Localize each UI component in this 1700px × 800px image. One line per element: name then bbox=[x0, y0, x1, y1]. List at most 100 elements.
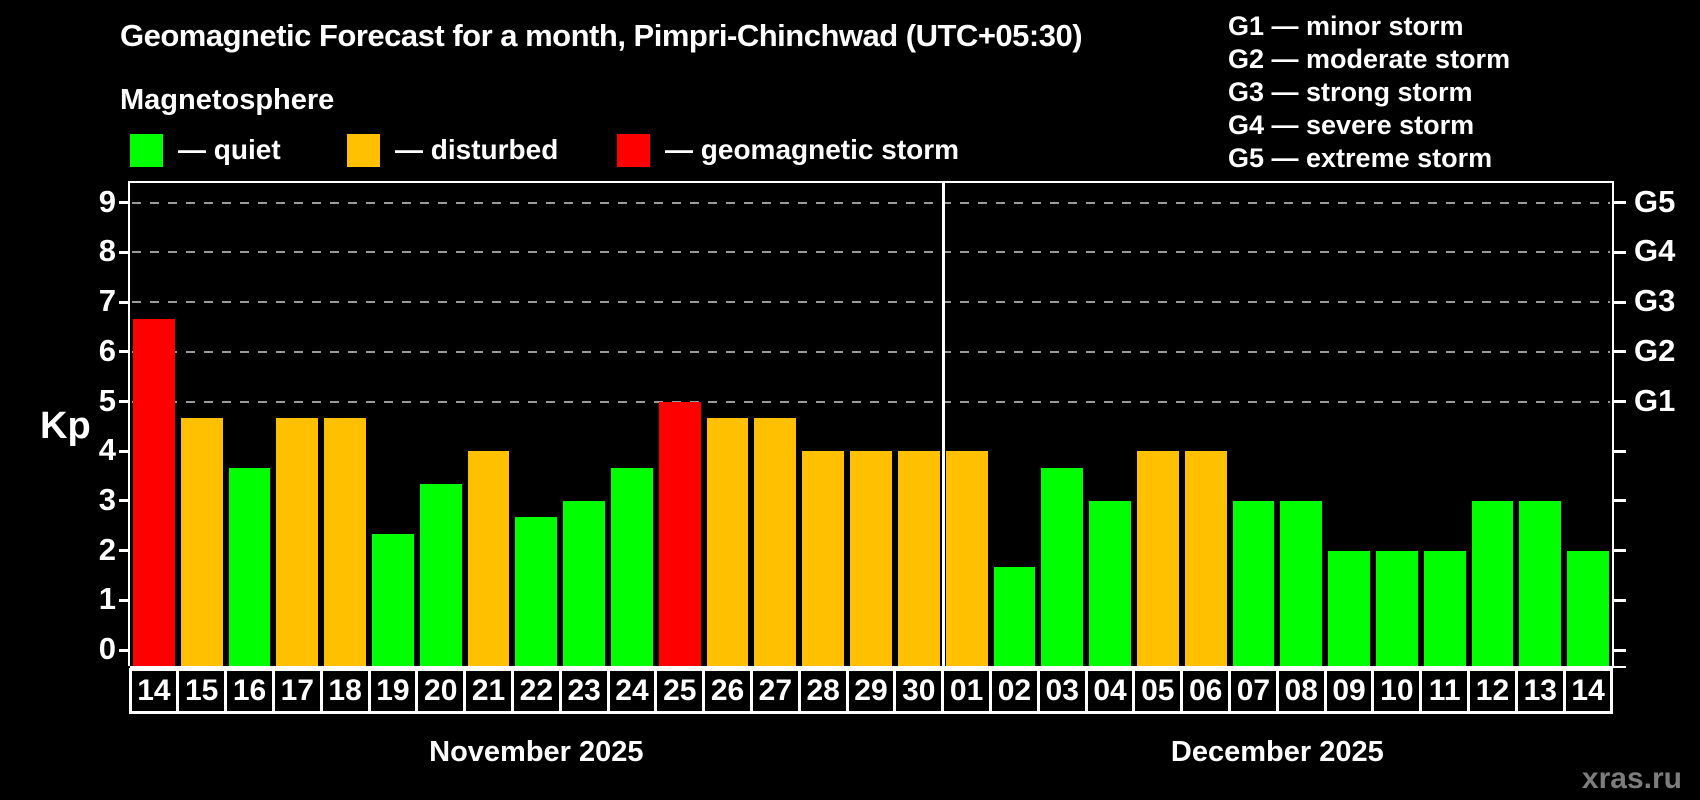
y-tick-label-9: 9 bbox=[98, 183, 116, 219]
day-label-02: 02 bbox=[989, 668, 1040, 714]
right-tick-7 bbox=[1614, 300, 1626, 304]
kp-bar-24 bbox=[611, 467, 653, 668]
day-label-01: 01 bbox=[941, 668, 992, 714]
kp-bar-04 bbox=[1089, 500, 1131, 668]
day-label-14: 14 bbox=[1562, 668, 1614, 714]
right-tick-2 bbox=[1614, 549, 1626, 553]
kp-bar-06 bbox=[1184, 451, 1227, 668]
watermark: xras.ru bbox=[1581, 762, 1682, 795]
legend-swatch-quiet bbox=[130, 134, 163, 167]
g-scale-label-G1: G1 bbox=[1634, 382, 1676, 418]
y-tick-label-7: 7 bbox=[98, 283, 116, 319]
plot-border-left bbox=[128, 181, 130, 666]
day-label-21: 21 bbox=[463, 668, 514, 714]
right-tick-4 bbox=[1614, 449, 1626, 453]
kp-bar-21 bbox=[467, 451, 510, 668]
g-scale-label-G3: G3 bbox=[1634, 283, 1676, 319]
day-label-28: 28 bbox=[797, 668, 849, 714]
right-tick-5 bbox=[1614, 400, 1626, 403]
y-tick-0 bbox=[119, 648, 128, 652]
kp-bar-20 bbox=[419, 484, 462, 668]
kp-bar-16 bbox=[228, 467, 271, 668]
day-label-29: 29 bbox=[845, 668, 897, 714]
plot-border-bottom bbox=[130, 666, 1626, 668]
kp-bar-11 bbox=[1423, 550, 1466, 668]
kp-bar-14 bbox=[1567, 550, 1609, 668]
kp-bar-26 bbox=[706, 417, 749, 668]
y-tick-4 bbox=[119, 449, 128, 453]
day-label-16: 16 bbox=[224, 668, 275, 714]
storm-scale-legend-line-4: G4 — severe storm bbox=[1228, 110, 1475, 140]
legend-label-storm: — geomagnetic storm bbox=[665, 134, 960, 165]
storm-scale-legend-line-1: G1 — minor storm bbox=[1228, 11, 1464, 41]
y-axis-label: Kp bbox=[40, 405, 91, 447]
kp-bar-15 bbox=[180, 417, 223, 668]
y-tick-3 bbox=[119, 499, 128, 503]
legend-swatch-storm bbox=[617, 134, 650, 167]
kp-bar-30 bbox=[897, 451, 940, 668]
y-tick-label-4: 4 bbox=[98, 432, 116, 468]
kp-bar-22 bbox=[515, 517, 558, 668]
day-label-08: 08 bbox=[1275, 668, 1327, 714]
kp-bar-09 bbox=[1328, 550, 1370, 668]
kp-bar-23 bbox=[563, 500, 606, 668]
day-label-05: 05 bbox=[1132, 668, 1184, 714]
day-label-27: 27 bbox=[749, 668, 801, 714]
chart-title: Geomagnetic Forecast for a month, Pimpri… bbox=[120, 18, 1083, 53]
day-label-04: 04 bbox=[1084, 668, 1136, 714]
y-tick-1 bbox=[119, 598, 128, 602]
day-label-13: 13 bbox=[1514, 668, 1566, 714]
day-label-09: 09 bbox=[1323, 668, 1375, 714]
kp-bar-10 bbox=[1375, 550, 1418, 668]
day-label-03: 03 bbox=[1036, 668, 1088, 714]
gridline-kp7 bbox=[132, 301, 1610, 304]
kp-bar-13 bbox=[1519, 500, 1562, 668]
plot-border-top bbox=[130, 181, 1612, 183]
kp-bar-27 bbox=[754, 417, 797, 668]
gridline-kp9 bbox=[132, 201, 1610, 204]
g-scale-label-G2: G2 bbox=[1634, 332, 1676, 368]
kp-bar-07 bbox=[1232, 500, 1275, 668]
storm-scale-legend-line-2: G2 — moderate storm bbox=[1228, 44, 1511, 74]
right-tick-1 bbox=[1614, 598, 1626, 602]
day-label-07: 07 bbox=[1228, 668, 1279, 714]
g-scale-label-G4: G4 bbox=[1634, 233, 1676, 269]
kp-bar-03 bbox=[1041, 467, 1084, 668]
y-tick-9 bbox=[119, 201, 128, 205]
legend-label-quiet: — quiet bbox=[178, 134, 281, 165]
month-separator-line bbox=[941, 183, 945, 668]
day-label-19: 19 bbox=[367, 668, 419, 714]
month-label-2: December 2025 bbox=[1170, 736, 1384, 768]
month-label-1: November 2025 bbox=[429, 736, 644, 768]
kp-bar-12 bbox=[1471, 500, 1514, 668]
right-tick-8 bbox=[1614, 250, 1626, 254]
day-label-22: 22 bbox=[510, 668, 562, 714]
storm-scale-legend-line-5: G5 — extreme storm bbox=[1228, 143, 1493, 173]
kp-bar-02 bbox=[993, 567, 1036, 668]
kp-bar-19 bbox=[372, 534, 414, 668]
kp-bar-28 bbox=[802, 451, 845, 668]
gridline-kp6 bbox=[132, 350, 1610, 353]
gridline-kp8 bbox=[132, 251, 1610, 254]
y-tick-label-0: 0 bbox=[98, 631, 116, 666]
day-label-12: 12 bbox=[1467, 668, 1518, 714]
right-tick-9 bbox=[1614, 201, 1626, 205]
day-label-14: 14 bbox=[128, 668, 180, 714]
y-tick-label-1: 1 bbox=[98, 581, 116, 617]
y-tick-2 bbox=[119, 549, 128, 553]
storm-scale-legend-line-3: G3 — strong storm bbox=[1228, 77, 1473, 107]
day-label-26: 26 bbox=[702, 668, 753, 714]
day-label-24: 24 bbox=[606, 668, 658, 714]
kp-bar-08 bbox=[1280, 500, 1323, 668]
y-tick-label-5: 5 bbox=[98, 382, 116, 418]
kp-bar-14 bbox=[133, 318, 175, 668]
y-tick-5 bbox=[119, 400, 128, 403]
plot-border-right bbox=[1612, 181, 1614, 666]
right-tick-3 bbox=[1614, 499, 1626, 503]
day-label-25: 25 bbox=[654, 668, 706, 714]
gridline-kp5 bbox=[132, 400, 1610, 403]
day-label-06: 06 bbox=[1180, 668, 1232, 714]
day-label-23: 23 bbox=[558, 668, 610, 714]
